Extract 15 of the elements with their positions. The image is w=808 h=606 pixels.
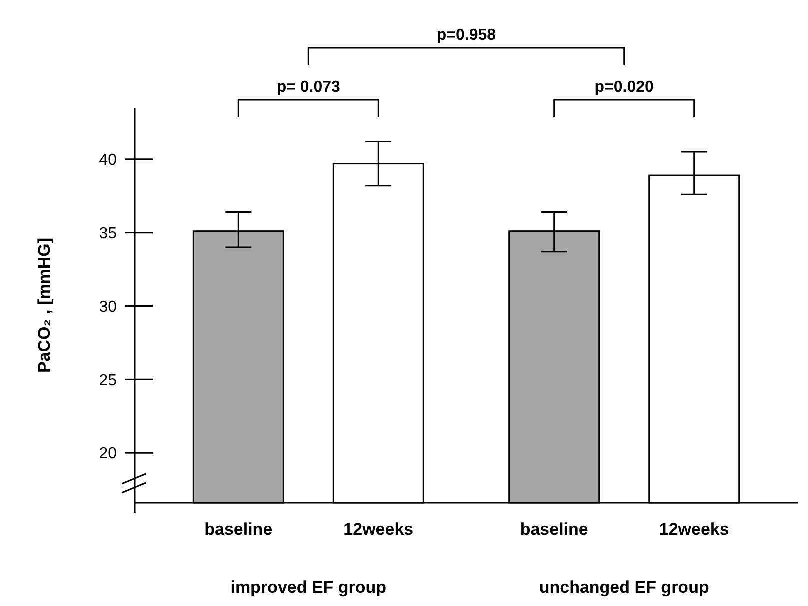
y-tick-label: 25 bbox=[99, 372, 118, 390]
text: baseline bbox=[520, 520, 588, 539]
series-label: baseline bbox=[204, 520, 273, 539]
text: p=0.020 bbox=[594, 79, 654, 96]
y-tick-label: 30 bbox=[99, 298, 118, 316]
y-tick-label: 20 bbox=[99, 446, 118, 463]
text: 12weeks bbox=[659, 520, 730, 539]
y-tick-label: 35 bbox=[99, 225, 118, 242]
x-tick-label: unchanged EF group bbox=[539, 578, 710, 597]
y-tick-label: 40 bbox=[99, 152, 118, 169]
series-label: 12weeks bbox=[344, 520, 414, 539]
x-tick-label: improved EF group bbox=[230, 578, 387, 597]
text: p=0.958 bbox=[436, 27, 496, 44]
text: p= 0.073 bbox=[276, 79, 341, 96]
y-axis-title: PaCO₂ , [mmHG] bbox=[35, 238, 54, 374]
